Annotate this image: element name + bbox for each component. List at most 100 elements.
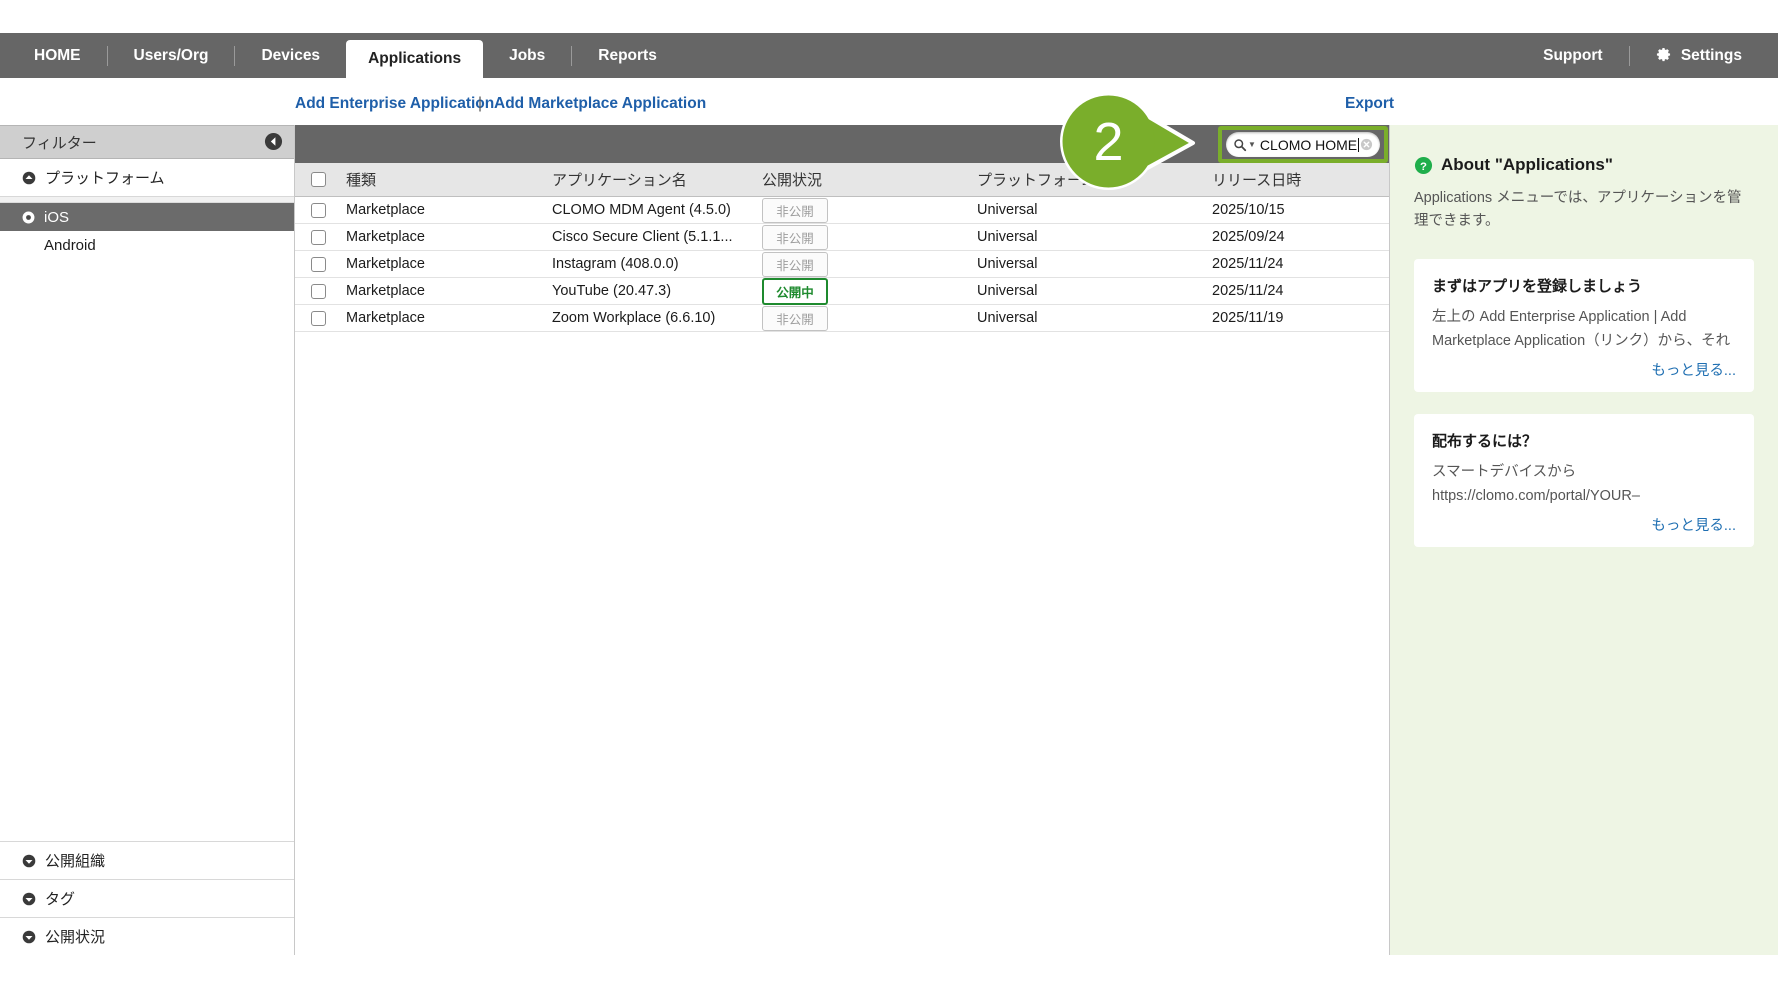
action-bar: Add Enterprise Application | Add Marketp… (0, 88, 1778, 124)
nav-item-users-org[interactable]: Users/Org (133, 47, 209, 64)
row-select-cell (295, 283, 342, 299)
filter-section-public-org[interactable]: 公開組織 (0, 841, 294, 879)
column-header-app-name[interactable]: アプリケーション名 (552, 172, 687, 189)
cell-type: Marketplace (346, 310, 425, 326)
radio-selected-icon (22, 211, 36, 224)
help-panel: ? About "Applications" Applications メニュー… (1390, 125, 1778, 955)
nav-item-jobs[interactable]: Jobs (509, 47, 546, 64)
table-row[interactable]: Marketplace YouTube (20.47.3) 公開中 Univer… (295, 277, 1389, 305)
help-card: まずはアプリを登録しましょう 左上の Add Enterprise Applic… (1414, 259, 1754, 393)
column-header-type[interactable]: 種類 (346, 172, 377, 189)
cell-app-name: Instagram (408.0.0) (552, 256, 679, 272)
row-select-cell (295, 202, 342, 218)
add-marketplace-application-link[interactable]: Add Marketplace Application (494, 95, 707, 112)
column-header-status[interactable]: 公開状況 (762, 172, 823, 189)
add-enterprise-application-link[interactable]: Add Enterprise Application (295, 95, 495, 112)
table-row[interactable]: Marketplace Zoom Workplace (6.6.10) 非公開 … (295, 305, 1389, 332)
row-checkbox[interactable] (311, 283, 326, 299)
row-checkbox[interactable] (311, 256, 326, 272)
filter-sidebar: フィルター プラットフォーム iOS Android 公開組織 (0, 125, 295, 955)
help-card-heading: 配布するには？ (1432, 433, 1538, 451)
chevron-down-circle-icon (22, 930, 36, 944)
row-checkbox[interactable] (311, 202, 326, 218)
status-badge: 非公開 (762, 224, 828, 250)
cell-platform: Universal (977, 229, 1038, 245)
search-input-container[interactable]: ▼ CLOMO HOME (1226, 132, 1380, 157)
nav-item-support[interactable]: Support (1543, 47, 1603, 64)
cell-type: Marketplace (346, 256, 425, 272)
row-select-cell (295, 310, 342, 326)
nav-item-applications[interactable]: Applications (346, 40, 484, 78)
filter-section-platform[interactable]: プラットフォーム (0, 159, 294, 197)
search-input[interactable]: CLOMO HOME (1260, 137, 1360, 153)
cell-type: Marketplace (346, 283, 425, 299)
row-checkbox[interactable] (311, 229, 326, 245)
top-navigation-bar: HOME Users/Org Devices Applications Jobs… (0, 33, 1778, 78)
nav-item-settings[interactable]: Settings (1642, 33, 1756, 78)
table-row[interactable]: Marketplace Instagram (408.0.0) 非公開 Univ… (295, 251, 1389, 278)
column-header-platform[interactable]: プラットフォーム (977, 172, 1097, 189)
callout-marker-2: 2 (1060, 93, 1225, 198)
row-checkbox[interactable] (311, 310, 326, 326)
select-all-checkbox[interactable] (311, 172, 326, 187)
chevron-up-circle-icon (22, 171, 36, 185)
callout-bubble-shape (1060, 93, 1195, 190)
status-badge: 公開中 (762, 277, 828, 305)
cell-type: Marketplace (346, 202, 425, 218)
filter-section-gap (0, 197, 294, 203)
cell-status: 非公開 (762, 305, 977, 331)
filter-section-tag[interactable]: タグ (0, 879, 294, 917)
gear-icon (1656, 35, 1671, 80)
help-card-more-link[interactable]: もっと見る... (1651, 518, 1736, 535)
nav-item-reports[interactable]: Reports (598, 47, 657, 64)
help-card-heading: まずはアプリを登録しましょう (1432, 278, 1643, 296)
nav-divider (234, 46, 236, 66)
text-cursor (1358, 137, 1360, 152)
action-separator: | (478, 95, 483, 112)
cell-app-name: YouTube (20.47.3) (552, 283, 672, 299)
cell-platform: Universal (977, 310, 1038, 326)
help-panel-subtitle: Applications メニューでは、アプリケーションを管理できます。 (1414, 190, 1742, 230)
help-panel-title: ? About "Applications" (1414, 155, 1754, 175)
help-panel-title-text: About "Applications" (1441, 155, 1613, 174)
primary-nav: HOME Users/Org Devices Applications Jobs… (8, 33, 683, 78)
cell-app-name: Cisco Secure Client (5.1.1... (552, 229, 733, 245)
clear-icon[interactable] (1360, 138, 1373, 151)
callout-number: 2 (1093, 111, 1124, 172)
cell-app-name: Zoom Workplace (6.6.10) (552, 310, 716, 326)
help-card-more-link[interactable]: もっと見る... (1651, 363, 1736, 380)
help-card-body: スマートデバイスから https://clomo.com/portal/YOUR… (1432, 464, 1640, 504)
nav-item-home[interactable]: HOME (34, 47, 81, 64)
nav-item-devices[interactable]: Devices (261, 47, 321, 64)
cell-release-date: 2025/11/24 (1212, 283, 1284, 299)
filter-option-android[interactable]: Android (0, 231, 294, 259)
table-row[interactable]: Marketplace CLOMO MDM Agent (4.5.0) 非公開 … (295, 197, 1389, 224)
filter-option-ios[interactable]: iOS (0, 203, 294, 231)
table-header-row: 種類 アプリケーション名 公開状況 プラットフォーム リリース日時 (295, 163, 1389, 197)
chevron-left-circle-icon[interactable] (264, 132, 284, 152)
column-header-release-date[interactable]: リリース日時 (1212, 172, 1302, 189)
table-row[interactable]: Marketplace Cisco Secure Client (5.1.1..… (295, 224, 1389, 251)
filter-section-tag-label: タグ (45, 891, 76, 908)
nav-divider (571, 46, 573, 66)
filter-section-publish-status-label: 公開状況 (45, 929, 106, 946)
cell-release-date: 2025/10/15 (1212, 202, 1285, 218)
export-link[interactable]: Export (1345, 95, 1395, 112)
filter-section-publish-status[interactable]: 公開状況 (0, 917, 294, 955)
search-box-highlight: ▼ CLOMO HOME (1218, 126, 1388, 163)
secondary-nav: Support Settings (1529, 33, 1756, 78)
cell-app-name: CLOMO MDM Agent (4.5.0) (552, 202, 731, 218)
filter-sidebar-title: フィルター (22, 134, 97, 152)
chevron-down-icon[interactable]: ▼ (1248, 140, 1256, 149)
status-badge: 非公開 (762, 305, 828, 331)
filter-sidebar-bottom-sections: 公開組織 タグ 公開状況 (0, 841, 294, 955)
status-badge: 非公開 (762, 251, 828, 277)
nav-divider (106, 46, 108, 66)
search-icon[interactable] (1233, 138, 1247, 152)
filter-sidebar-header: フィルター (0, 125, 294, 159)
question-mark-icon: ? (1414, 156, 1433, 175)
cell-release-date: 2025/11/24 (1212, 256, 1284, 272)
filter-section-platform-label: プラットフォーム (45, 170, 165, 187)
cell-platform: Universal (977, 256, 1038, 272)
status-badge: 非公開 (762, 197, 828, 223)
